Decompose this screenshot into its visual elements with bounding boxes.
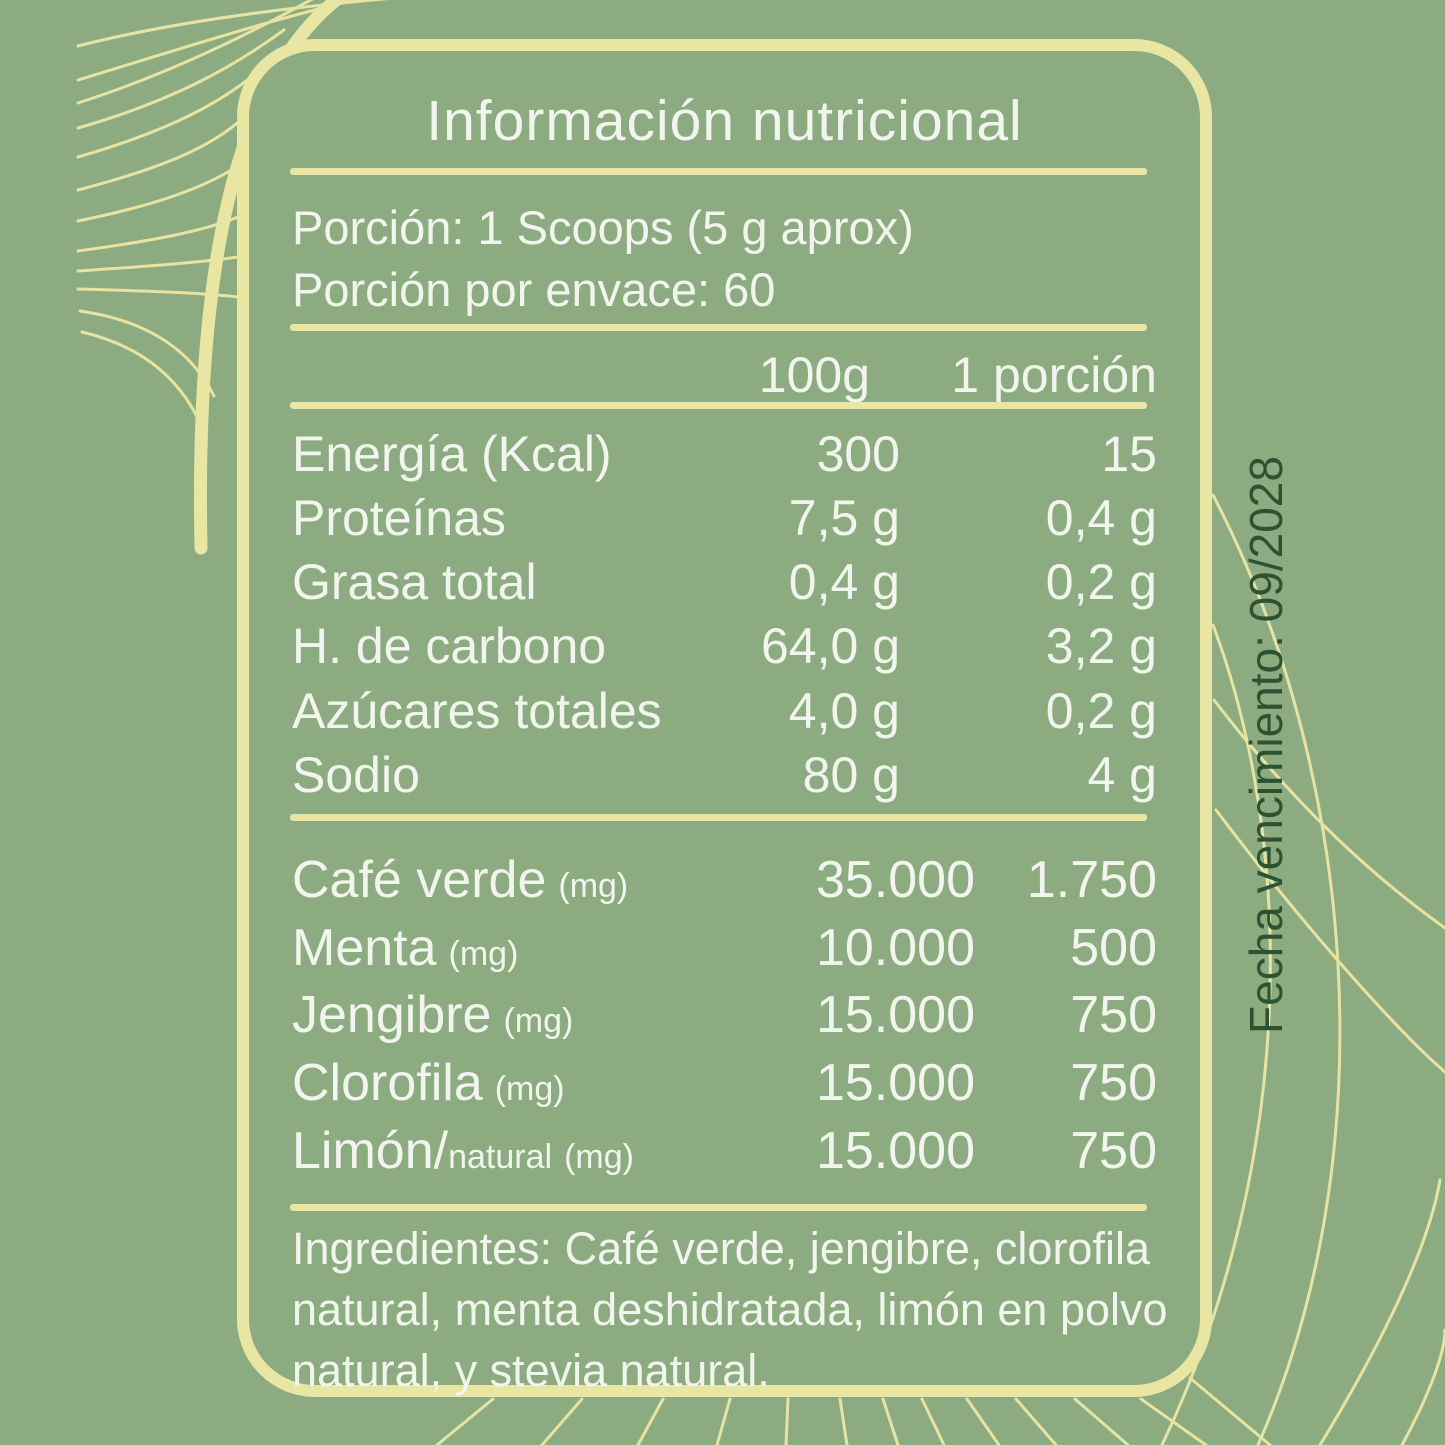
ingredients-text: Ingredientes: Café verde, jengibre, clor…: [292, 1223, 1168, 1396]
table-row: Grasa total 0,4 g 0,2 g: [292, 553, 1157, 615]
table-row: Azúcares totales 4,0 g 0,2 g: [292, 682, 1157, 744]
component-unit: (mg): [494, 1070, 565, 1108]
component-unit: (mg): [564, 1138, 634, 1176]
value-portion: 1.750: [1026, 851, 1157, 909]
table-row: Jengibre (mg) 15.000 750: [292, 985, 1157, 1049]
nutrient-label: Grasa total: [292, 554, 537, 610]
value-portion: 0,2 g: [1045, 554, 1157, 610]
component-sub: natural: [448, 1138, 553, 1176]
nutrient-label: H. de carbono: [292, 618, 607, 674]
divider: [290, 814, 1147, 821]
divider: [290, 168, 1147, 175]
table-row: Limón/natural (mg) 15.000 750: [292, 1121, 1157, 1185]
table-row: Menta (mg) 10.000 500: [292, 918, 1157, 982]
column-header-100g: 100g: [758, 347, 870, 403]
value-100g: 4,0 g: [788, 683, 900, 739]
value-portion: 750: [1070, 1122, 1157, 1180]
value-portion: 15: [1101, 426, 1157, 482]
nutrient-label: Azúcares totales: [292, 683, 662, 739]
table-row: Clorofila (mg) 15.000 750: [292, 1053, 1157, 1117]
table-row: Sodio 80 g 4 g: [292, 746, 1157, 808]
nutrition-panel: Información nutricional Porción: 1 Scoop…: [237, 39, 1212, 1397]
table-row: H. de carbono 64,0 g 3,2 g: [292, 617, 1157, 679]
expiry-date-label: Fecha vencimiento: 09/2028: [1240, 456, 1292, 1034]
column-header-portion: 1 porción: [951, 347, 1157, 403]
value-100g: 15.000: [815, 1122, 975, 1180]
table-row: Proteínas 7,5 g 0,4 g: [292, 489, 1157, 551]
value-100g: 7,5 g: [788, 490, 900, 546]
nutrient-label: Sodio: [292, 747, 420, 803]
value-100g: 10.000: [815, 919, 975, 977]
component-unit: (mg): [448, 935, 519, 973]
bottom-ray-fan: [435, 1376, 1272, 1445]
value-100g: 35.000: [815, 851, 975, 909]
page-title: Información nutricional: [426, 89, 1023, 153]
table-row: Café verde (mg) 35.000 1.750: [292, 850, 1157, 914]
divider: [290, 402, 1147, 409]
value-portion: 0,2 g: [1045, 683, 1157, 739]
value-portion: 4 g: [1087, 747, 1157, 803]
component-name: Café verde: [292, 851, 547, 909]
value-portion: 750: [1070, 986, 1157, 1044]
value-100g: 15.000: [815, 986, 975, 1044]
value-100g: 300: [816, 426, 900, 482]
divider: [290, 1204, 1147, 1211]
value-100g: 64,0 g: [760, 618, 900, 674]
value-100g: 0,4 g: [788, 554, 900, 610]
thick-corner-arc: [193, 0, 347, 555]
component-unit: (mg): [503, 1002, 574, 1040]
serving-size: Porción: 1 Scoops (5 g aprox): [292, 201, 914, 254]
right-margin-arcs: [1160, 493, 1445, 1445]
value-100g: 80 g: [802, 747, 900, 803]
table-row: Energía (Kcal) 300 15: [292, 425, 1157, 487]
component-slash: /: [433, 1122, 449, 1180]
component-name: Jengibre: [292, 986, 492, 1044]
nutrient-label: Proteínas: [292, 490, 507, 546]
value-100g: 15.000: [815, 1054, 975, 1112]
nutrient-label: Energía (Kcal): [292, 426, 612, 482]
component-unit: (mg): [558, 867, 629, 905]
value-portion: 0,4 g: [1045, 490, 1157, 546]
servings-per-container: Porción por envace: 60: [292, 263, 776, 316]
serving-info: Porción: 1 Scoops (5 g aprox) Porción po…: [292, 197, 914, 321]
divider: [290, 324, 1147, 331]
component-name: Clorofila: [292, 1054, 483, 1112]
value-portion: 750: [1070, 1054, 1157, 1112]
value-portion: 3,2 g: [1045, 618, 1157, 674]
value-portion: 500: [1070, 919, 1157, 977]
component-name: Limón: [292, 1122, 434, 1180]
component-name: Menta: [292, 919, 437, 977]
